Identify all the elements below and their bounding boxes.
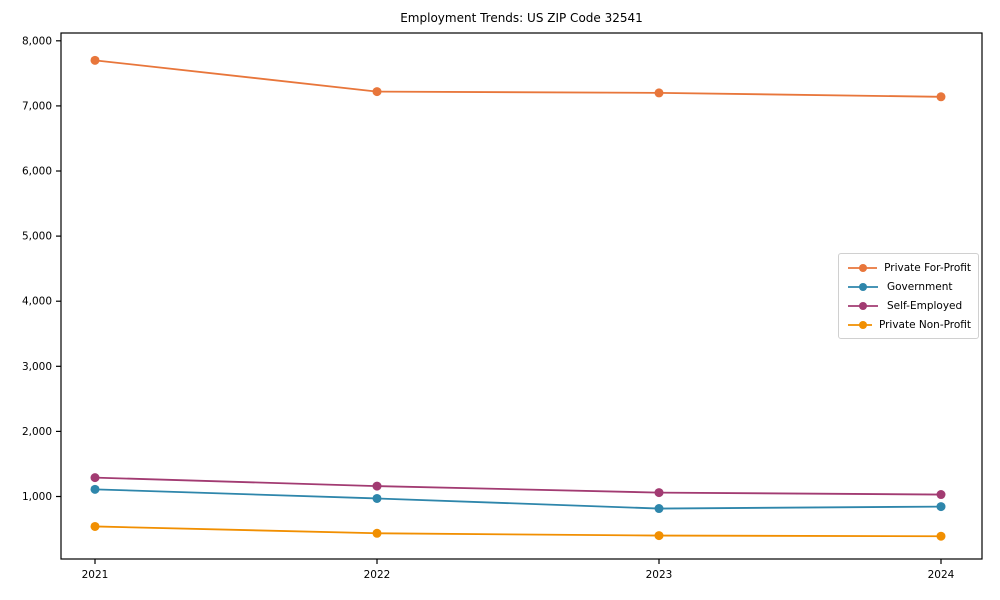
x-tick-label: 2021 xyxy=(82,569,109,581)
legend-line-marker-icon xyxy=(848,301,878,310)
y-tick-label: 3,000 xyxy=(22,361,52,373)
data-point-self-employed-2022 xyxy=(372,481,382,491)
data-point-self-employed-2024 xyxy=(936,490,946,500)
chart-legend: Private For-Profit Government Self-Employe… xyxy=(838,253,979,339)
data-point-private-for-profit-2023 xyxy=(654,88,664,98)
series-line-private-non-profit xyxy=(94,525,942,538)
y-tick-label: 8,000 xyxy=(22,35,52,47)
data-point-government-2024 xyxy=(936,502,946,512)
data-point-private-for-profit-2022 xyxy=(372,87,382,97)
series-line-self-employed xyxy=(94,476,942,496)
data-point-private-for-profit-2024 xyxy=(936,92,946,102)
chart-title: Employment Trends: US ZIP Code 32541 xyxy=(400,11,643,25)
data-point-government-2022 xyxy=(372,493,382,503)
y-tick-label: 2,000 xyxy=(22,426,52,438)
legend-line-marker-icon xyxy=(848,320,872,329)
series-line-government xyxy=(94,488,942,510)
legend-label: Private For-Profit xyxy=(884,261,971,274)
data-point-government-2021 xyxy=(90,484,100,494)
data-point-private-non-profit-2021 xyxy=(90,521,100,531)
data-point-self-employed-2023 xyxy=(654,488,664,498)
x-tick-label: 2022 xyxy=(364,569,391,581)
legend-item-private-for-profit: Private For-Profit xyxy=(846,260,971,275)
data-point-private-for-profit-2021 xyxy=(90,55,100,65)
legend-line-marker-icon xyxy=(848,282,878,291)
data-point-self-employed-2021 xyxy=(90,473,100,483)
y-tick-label: 7,000 xyxy=(22,100,52,112)
data-point-private-non-profit-2023 xyxy=(654,531,664,541)
legend-label: Private Non-Profit xyxy=(878,318,971,331)
series-line-private-for-profit xyxy=(94,59,942,98)
y-tick-label: 5,000 xyxy=(22,231,52,243)
y-tick-label: 1,000 xyxy=(22,491,52,503)
data-point-private-non-profit-2024 xyxy=(936,531,946,541)
legend-item-government: Government xyxy=(846,279,971,294)
legend-line-marker-icon xyxy=(848,263,878,272)
plot-border xyxy=(60,32,983,560)
y-tick-label: 4,000 xyxy=(22,296,52,308)
x-tick-label: 2023 xyxy=(646,569,673,581)
legend-label: Self-Employed xyxy=(887,299,963,312)
x-tick-label: 2024 xyxy=(928,569,955,581)
data-point-private-non-profit-2022 xyxy=(372,528,382,538)
data-point-government-2023 xyxy=(654,504,664,514)
legend-label: Government xyxy=(887,280,953,293)
y-tick-label: 6,000 xyxy=(22,166,52,178)
legend-item-self-employed: Self-Employed xyxy=(846,298,971,313)
legend-item-private-non-profit: Private Non-Profit xyxy=(846,317,971,332)
